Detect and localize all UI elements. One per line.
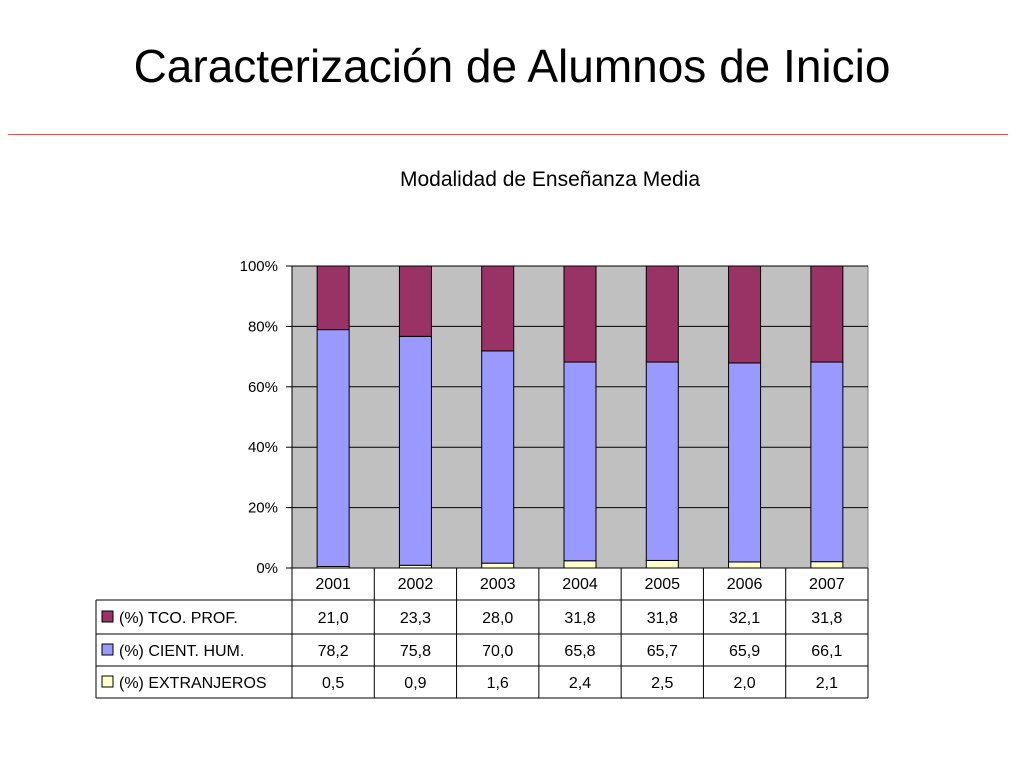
x-tick-label: 2003 (480, 576, 516, 593)
bar-segment (481, 562, 515, 569)
data-label: 21,0 (318, 610, 349, 627)
x-tick-label: 2002 (398, 576, 434, 593)
data-label: 78,2 (318, 643, 349, 660)
y-tick-label: 0% (256, 560, 278, 577)
bar-segment (645, 559, 679, 569)
bar-segment (398, 265, 432, 337)
x-tick-label: 2007 (809, 576, 845, 593)
legend-label: (%) EXTRANJEROS (119, 675, 267, 692)
x-tick-label: 2001 (315, 576, 351, 593)
bar-segment (645, 361, 679, 561)
bar-segment (481, 350, 515, 564)
data-label: 0,9 (404, 675, 426, 692)
bar-segment (645, 265, 679, 363)
data-label: 23,3 (400, 610, 431, 627)
data-label: 66,1 (811, 643, 842, 660)
title-divider (8, 134, 1008, 135)
data-label: 28,0 (482, 610, 513, 627)
bar-segment (810, 361, 844, 563)
bar-segment (728, 561, 762, 569)
data-label: 75,8 (400, 643, 431, 660)
data-label: 65,9 (729, 643, 760, 660)
x-tick-label: 2005 (644, 576, 680, 593)
data-label: 2,5 (651, 675, 673, 692)
bar-segment (563, 265, 597, 363)
bar-segment (810, 265, 844, 363)
bar-segment (563, 560, 597, 569)
legend-key (101, 643, 114, 656)
data-label: 2,0 (733, 675, 755, 692)
legend-key (101, 610, 114, 623)
bar-segment (728, 362, 762, 563)
legend-label: (%) CIENT. HUM. (119, 643, 244, 660)
data-label: 31,8 (564, 610, 595, 627)
bar-segment (481, 265, 515, 352)
data-label: 0,5 (322, 675, 344, 692)
bar-segment (398, 335, 432, 566)
bar-segment (316, 265, 350, 331)
bar-segment (563, 361, 597, 562)
data-label: 1,6 (487, 675, 509, 692)
slide-title: Caracterización de Alumnos de Inicio (133, 40, 891, 92)
x-tick-label: 2004 (562, 576, 598, 593)
data-label: 32,1 (729, 610, 760, 627)
data-label: 65,7 (647, 643, 678, 660)
y-tick-label: 100% (240, 258, 278, 275)
legend-label: (%) TCO. PROF. (119, 610, 238, 627)
data-label: 31,8 (811, 610, 842, 627)
y-tick-label: 60% (248, 379, 278, 396)
data-label: 70,0 (482, 643, 513, 660)
data-label: 65,8 (564, 643, 595, 660)
bar-segment (728, 265, 762, 364)
bar-segment (316, 329, 350, 567)
data-label: 2,4 (569, 675, 591, 692)
legend-key (101, 675, 114, 688)
y-tick-label: 80% (248, 318, 278, 335)
data-label: 2,1 (816, 675, 838, 692)
chart-title: Modalidad de Enseñanza Media (399, 168, 701, 191)
y-tick-label: 20% (248, 500, 278, 517)
y-tick-label: 40% (248, 439, 278, 456)
bar-segment (810, 561, 844, 569)
x-tick-label: 2006 (727, 576, 763, 593)
data-label: 31,8 (647, 610, 678, 627)
